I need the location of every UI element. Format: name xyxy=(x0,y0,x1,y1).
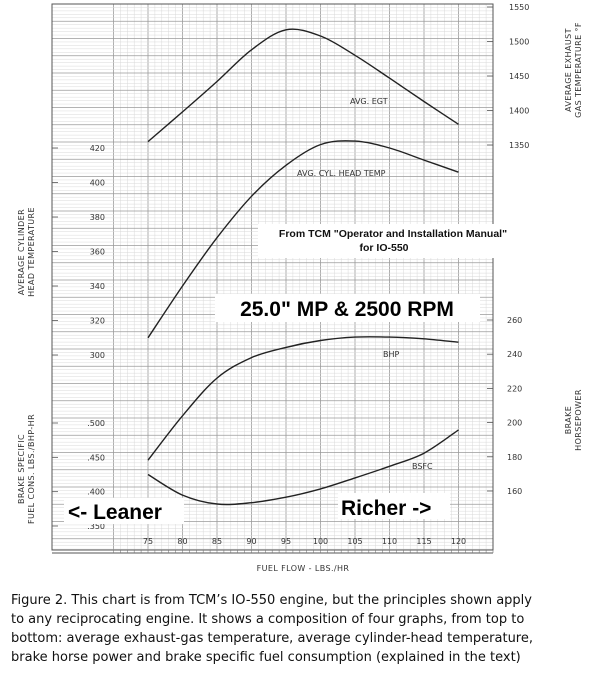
egt-tick-label: 1400 xyxy=(509,107,529,116)
egt-tick-label: 1550 xyxy=(509,3,529,12)
cht-tick-label: 420 xyxy=(90,144,105,153)
richer-label-backdrop xyxy=(338,493,450,519)
source-note-line1: From TCM "Operator and Installation Manu… xyxy=(279,228,507,240)
bhp-curve-label: BHP xyxy=(383,350,400,359)
cht-curve-label: AVG. CYL. HEAD TEMP xyxy=(297,169,386,178)
x-tick-label: 110 xyxy=(382,537,397,546)
bsfc-axis-title-line1: BRAKE SPECIFIC xyxy=(17,434,26,504)
bhp-tick-label: 180 xyxy=(507,453,522,462)
figure-caption: Figure 2. This chart is from TCM’s IO-55… xyxy=(11,593,533,665)
x-tick-label: 90 xyxy=(246,537,256,546)
x-tick-label: 115 xyxy=(416,537,431,546)
egt-curve-label: AVG. EGT xyxy=(350,97,388,106)
egt-tick-label: 1350 xyxy=(509,141,529,150)
bhp-curve xyxy=(147,336,459,461)
bsfc-axis-title-line2: FUEL CONS. LBS./BHP-HR xyxy=(27,414,36,524)
bsfc-curve xyxy=(147,429,459,506)
egt-axis-title-line2: GAS TEMPERATURE °F xyxy=(574,22,583,118)
bhp-tick-label: 220 xyxy=(507,384,522,393)
cht-tick-label: 380 xyxy=(90,213,105,222)
x-tick-label: 95 xyxy=(281,537,291,546)
bsfc-tick-label: .400 xyxy=(87,488,105,497)
leaner-label-backdrop xyxy=(64,498,184,524)
cht-axis-title-line2: HEAD TEMPERATURE xyxy=(27,207,36,297)
bsfc-tick-label: .350 xyxy=(87,522,105,531)
source-note-backdrop xyxy=(258,224,530,258)
bhp-tick-label: 160 xyxy=(507,487,522,496)
x-tick-label: 80 xyxy=(177,537,187,546)
engine-performance-chart: 75 80 85 90 95 100 105 110 115 120 300 320 340 360 380… xyxy=(0,0,590,575)
cht-tick-label: 340 xyxy=(90,282,105,291)
bsfc-tick-label: .500 xyxy=(87,419,105,428)
x-tick-label: 100 xyxy=(313,537,328,546)
egt-tick-label: 1450 xyxy=(509,72,529,81)
x-axis-title: FUEL FLOW - LBS./HR xyxy=(257,564,350,573)
bsfc-curve-label: BSFC xyxy=(412,462,433,471)
egt-axis-title-line1: AVERAGE EXHAUST xyxy=(564,28,573,112)
x-tick-label: 85 xyxy=(212,537,222,546)
leaner-label: <- Leaner xyxy=(68,501,162,524)
bhp-axis-title-line1: BRAKE xyxy=(564,406,573,435)
chart-background xyxy=(0,0,590,575)
egt-curve xyxy=(147,28,459,143)
condition-label-backdrop xyxy=(215,294,480,322)
axis-ticks: 75 80 85 90 95 100 105 110 115 120 300 320 340 360 380… xyxy=(52,3,529,546)
cht-curve xyxy=(147,140,459,339)
source-note-line2: for IO-550 xyxy=(359,242,408,254)
egt-tick-label: 1500 xyxy=(509,38,529,47)
cht-tick-label: 320 xyxy=(90,317,105,326)
bhp-tick-label: 240 xyxy=(507,350,522,359)
cht-axis-title-line1: AVERAGE CYLINDER xyxy=(17,209,26,295)
richer-label: Richer -> xyxy=(341,497,431,520)
bhp-axis-title-line2: HORSEPOWER xyxy=(574,389,583,451)
cht-tick-label: 360 xyxy=(90,248,105,257)
cht-tick-label: 400 xyxy=(90,179,105,188)
condition-label: 25.0" MP & 2500 RPM xyxy=(240,298,454,321)
bsfc-tick-label: .450 xyxy=(87,453,105,462)
bhp-tick-label: 260 xyxy=(507,316,522,325)
x-tick-label: 120 xyxy=(451,537,466,546)
curves xyxy=(147,28,459,506)
x-tick-label: 75 xyxy=(143,537,153,546)
x-tick-label: 105 xyxy=(347,537,362,546)
cht-tick-label: 300 xyxy=(90,351,105,360)
bhp-tick-label: 200 xyxy=(507,419,522,428)
